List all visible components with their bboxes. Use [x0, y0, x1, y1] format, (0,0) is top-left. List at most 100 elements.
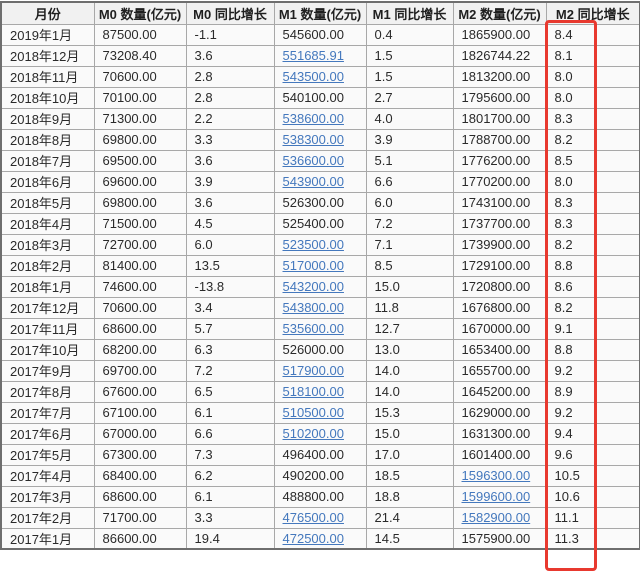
m1-value-cell: 543900.00: [273, 170, 367, 193]
m2-value-link[interactable]: 1596300.00: [461, 468, 531, 483]
m1-growth-cell: 15.3: [365, 401, 454, 424]
m1-value-link[interactable]: 543900.00: [282, 174, 344, 189]
m1-value-cell: 538600.00: [273, 107, 367, 130]
m2-value-cell: 1801700.00: [452, 107, 547, 130]
m2-value-cell: 1788700.00: [452, 128, 547, 151]
m2-growth-cell: 8.6: [545, 275, 640, 298]
m2-growth-cell: 11.3: [545, 527, 640, 550]
m0-growth-cell: 13.5: [185, 254, 275, 277]
m1-value-cell: 523500.00: [273, 233, 367, 256]
month-cell: 2017年6月: [0, 422, 95, 445]
table-row: 2017年12月 70600.00 3.4 543800.00 11.8 167…: [0, 296, 640, 319]
m2-growth-cell: 11.1: [545, 506, 640, 529]
m1-value-cell: 540100.00: [273, 86, 367, 109]
m1-growth-cell: 1.5: [365, 65, 454, 88]
m1-value-link[interactable]: 518100.00: [282, 384, 344, 399]
m0-growth-cell: 3.4: [185, 296, 275, 319]
m2-value-cell: 1739900.00: [452, 233, 547, 256]
m1-value-link[interactable]: 510200.00: [282, 426, 344, 441]
m2-growth-cell: 8.0: [545, 170, 640, 193]
m0-growth-cell: 3.6: [185, 44, 275, 67]
m1-value-link[interactable]: 543500.00: [282, 69, 344, 84]
m1-growth-cell: 2.7: [365, 86, 454, 109]
m2-value-cell: 1720800.00: [452, 275, 547, 298]
m1-value-cell: 525400.00: [273, 212, 367, 235]
m1-value-link[interactable]: 551685.91: [282, 48, 344, 63]
m2-growth-cell: 8.4: [545, 23, 640, 46]
m1-value-cell: 488800.00: [273, 485, 367, 508]
m2-value-cell: 1582900.00: [452, 506, 547, 529]
m1-growth-cell: 14.0: [365, 380, 454, 403]
m2-growth-cell: 8.1: [545, 44, 640, 67]
m0-growth-cell: 4.5: [185, 212, 275, 235]
m2-value-cell: 1865900.00: [452, 23, 547, 46]
table-row: 2018年10月 70100.00 2.8 540100.00 2.7 1795…: [0, 86, 640, 109]
m0-growth-cell: 3.3: [185, 128, 275, 151]
m0-growth-cell: 6.1: [185, 401, 275, 424]
table-row: 2018年2月 81400.00 13.5 517000.00 8.5 1729…: [0, 254, 640, 277]
table-body: 2019年1月 87500.00 -1.1 545600.00 0.4 1865…: [0, 23, 640, 550]
month-cell: 2017年3月: [0, 485, 95, 508]
m1-value-link[interactable]: 535600.00: [282, 321, 344, 336]
month-cell: 2018年8月: [0, 128, 95, 151]
m2-value-cell: 1596300.00: [452, 464, 547, 487]
m2-value-cell: 1795600.00: [452, 86, 547, 109]
m1-growth-cell: 18.5: [365, 464, 454, 487]
m2-growth-cell: 9.1: [545, 317, 640, 340]
m1-value-cell: 536600.00: [273, 149, 367, 172]
m2-growth-cell: 10.6: [545, 485, 640, 508]
m2-growth-cell: 9.2: [545, 359, 640, 382]
m1-value-cell: 551685.91: [273, 44, 367, 67]
m1-value-cell: 543200.00: [273, 275, 367, 298]
m2-value-link[interactable]: 1582900.00: [461, 510, 531, 525]
table-row: 2017年10月 68200.00 6.3 526000.00 13.0 165…: [0, 338, 640, 361]
m2-growth-cell: 8.9: [545, 380, 640, 403]
m0-growth-cell: 19.4: [185, 527, 275, 550]
m2-growth-cell: 10.5: [545, 464, 640, 487]
month-cell: 2017年5月: [0, 443, 95, 466]
m1-value-link[interactable]: 476500.00: [282, 510, 344, 525]
m1-growth-cell: 8.5: [365, 254, 454, 277]
m2-value-cell: 1676800.00: [452, 296, 547, 319]
m0-value-cell: 87500.00: [93, 23, 187, 46]
table-row: 2018年9月 71300.00 2.2 538600.00 4.0 18017…: [0, 107, 640, 130]
m1-value-link[interactable]: 472500.00: [282, 530, 344, 546]
m0-value-cell: 69700.00: [93, 359, 187, 382]
m0-value-cell: 68200.00: [93, 338, 187, 361]
m2-value-cell: 1653400.00: [452, 338, 547, 361]
m2-value-link[interactable]: 1599600.00: [461, 489, 531, 504]
m1-value-link[interactable]: 538600.00: [282, 111, 344, 126]
m1-value-cell: 496400.00: [273, 443, 367, 466]
month-cell: 2017年2月: [0, 506, 95, 529]
m1-value-link[interactable]: 510500.00: [282, 405, 344, 420]
table-row: 2017年11月 68600.00 5.7 535600.00 12.7 167…: [0, 317, 640, 340]
month-cell: 2017年12月: [0, 296, 95, 319]
m2-value-cell: 1655700.00: [452, 359, 547, 382]
m1-value-link[interactable]: 536600.00: [282, 153, 344, 168]
m1-growth-cell: 12.7: [365, 317, 454, 340]
month-cell: 2017年4月: [0, 464, 95, 487]
m1-growth-cell: 3.9: [365, 128, 454, 151]
m2-value-cell: 1737700.00: [452, 212, 547, 235]
m1-growth-cell: 1.5: [365, 44, 454, 67]
m1-value-cell: 517900.00: [273, 359, 367, 382]
m0-growth-cell: 3.3: [185, 506, 275, 529]
m1-value-link[interactable]: 538300.00: [282, 132, 344, 147]
m1-value-link[interactable]: 543800.00: [282, 300, 344, 315]
m1-value-link[interactable]: 543200.00: [282, 279, 344, 294]
m1-value-cell: 526300.00: [273, 191, 367, 214]
month-cell: 2018年2月: [0, 254, 95, 277]
m0-value-cell: 73208.40: [93, 44, 187, 67]
m1-value-link[interactable]: 517000.00: [282, 258, 344, 273]
m1-value-cell: 517000.00: [273, 254, 367, 277]
m1-value-link[interactable]: 523500.00: [282, 237, 344, 252]
m0-value-cell: 70600.00: [93, 296, 187, 319]
m0-growth-cell: 3.6: [185, 191, 275, 214]
m1-value-cell: 526000.00: [273, 338, 367, 361]
m1-value-link[interactable]: 517900.00: [282, 363, 344, 378]
m0-value-cell: 86600.00: [93, 527, 187, 550]
m0-growth-cell: 2.2: [185, 107, 275, 130]
m2-value-cell: 1645200.00: [452, 380, 547, 403]
m0-growth-cell: 6.2: [185, 464, 275, 487]
